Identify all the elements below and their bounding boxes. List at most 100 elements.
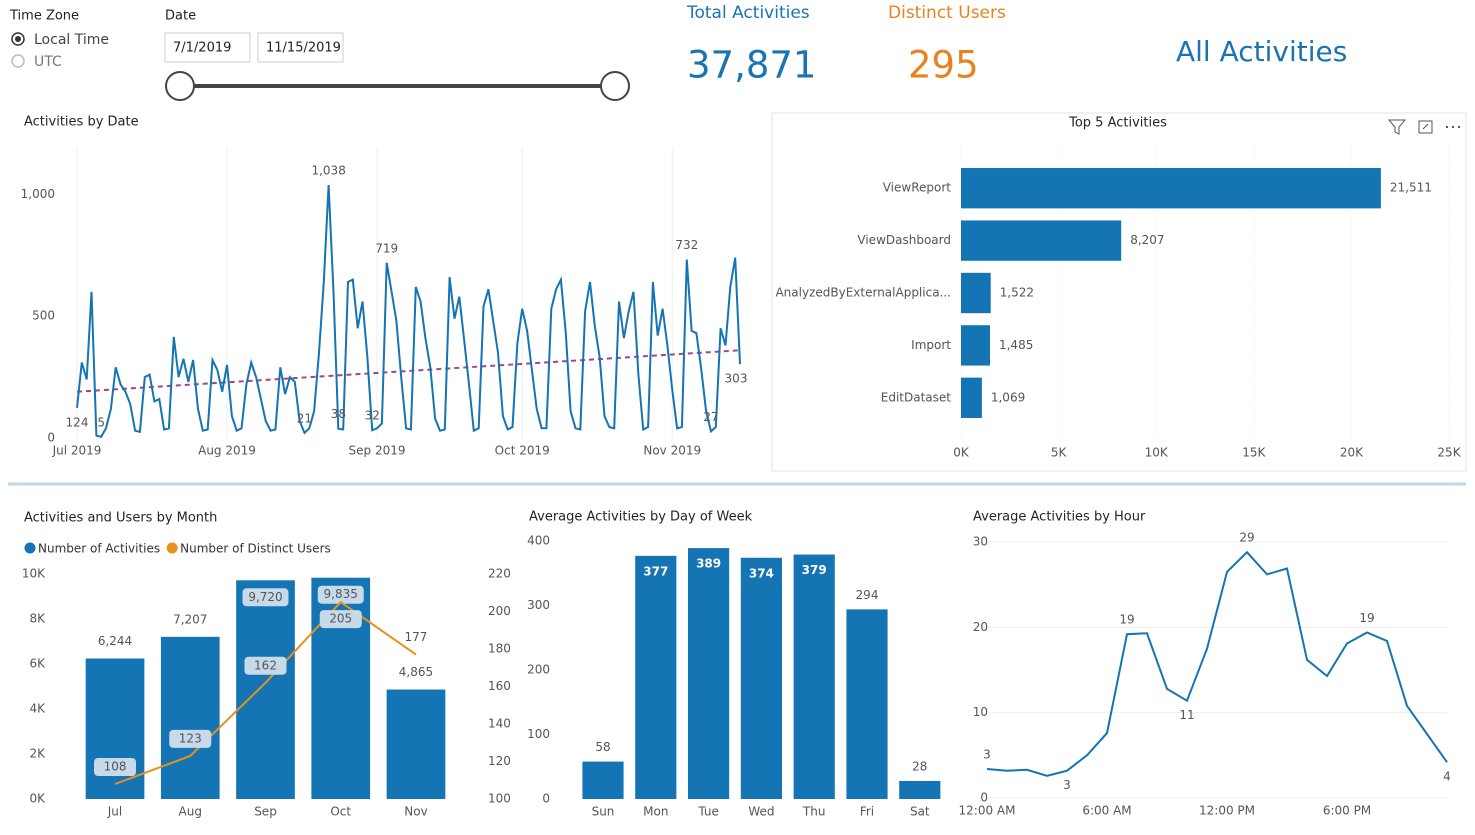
data-label: 1,522 bbox=[1000, 286, 1034, 300]
x-tick-label: Aug bbox=[179, 805, 202, 819]
data-label: 21,511 bbox=[1390, 181, 1432, 195]
data-label: 4 bbox=[1443, 770, 1451, 784]
date-label: Date bbox=[165, 9, 196, 24]
x-tick-label: 25K bbox=[1437, 446, 1461, 460]
card-value: 295 bbox=[908, 44, 979, 87]
bar bbox=[961, 220, 1122, 261]
bar bbox=[740, 557, 782, 799]
x-tick-label: Jul 2019 bbox=[52, 444, 102, 458]
data-label: 374 bbox=[749, 566, 774, 580]
bar bbox=[793, 554, 835, 799]
x-tick-label: Sat bbox=[910, 805, 930, 819]
focus-icon[interactable] bbox=[1418, 120, 1433, 134]
data-label: 1,038 bbox=[311, 164, 345, 178]
data-label: 9,835 bbox=[324, 587, 358, 601]
date-input[interactable] bbox=[164, 32, 251, 63]
bar bbox=[582, 761, 624, 799]
radio-dot bbox=[15, 36, 21, 42]
data-label: 3 bbox=[983, 747, 991, 761]
data-label: 6,244 bbox=[98, 634, 132, 648]
x-tick-label: 10K bbox=[1145, 446, 1169, 460]
chart-title: Average Activities by Hour bbox=[973, 510, 1146, 525]
data-label: 162 bbox=[254, 658, 277, 672]
slider-handle[interactable] bbox=[600, 71, 630, 101]
x-tick-label: Sep bbox=[254, 805, 277, 819]
line bbox=[76, 184, 741, 438]
x-tick-label: 5K bbox=[1051, 446, 1068, 460]
x-tick-label: 20K bbox=[1340, 446, 1364, 460]
data-label: 1,069 bbox=[991, 390, 1025, 404]
x-tick-label: Sep 2019 bbox=[349, 444, 406, 458]
label-box bbox=[242, 588, 289, 607]
x-tick-label: Nov 2019 bbox=[643, 444, 701, 458]
radio[interactable] bbox=[11, 54, 25, 68]
bar bbox=[160, 636, 220, 799]
label-box bbox=[244, 656, 287, 675]
time-zone-label: Time Zone bbox=[9, 9, 79, 24]
bar bbox=[688, 548, 730, 799]
data-label: 719 bbox=[375, 241, 398, 255]
bar bbox=[85, 658, 145, 799]
x-tick-label: Mon bbox=[643, 805, 668, 819]
x-tick-label: 12:00 PM bbox=[1199, 804, 1255, 818]
legend-marker bbox=[24, 542, 36, 554]
category-label: EditDataset bbox=[881, 390, 952, 404]
card-value: 37,871 bbox=[687, 44, 816, 87]
data-label: 9,720 bbox=[248, 590, 282, 604]
data-label: 8,207 bbox=[1130, 233, 1164, 247]
radio-label[interactable]: UTC bbox=[34, 54, 62, 70]
legend-label: Number of Distinct Users bbox=[180, 542, 331, 556]
card-label: Distinct Users bbox=[888, 3, 1006, 23]
date-input[interactable] bbox=[257, 32, 344, 63]
x-tick-label: Aug 2019 bbox=[198, 444, 256, 458]
x-tick-label: Nov bbox=[404, 805, 427, 819]
data-label: 379 bbox=[802, 563, 827, 577]
data-label: 3 bbox=[1063, 778, 1071, 792]
legend-marker bbox=[166, 542, 178, 554]
category-label: ViewDashboard bbox=[857, 233, 951, 247]
category-label: Import bbox=[911, 338, 951, 352]
y-tick-label: 100 bbox=[488, 792, 511, 806]
x-tick-label: Jul bbox=[107, 805, 122, 819]
date-start[interactable]: 7/1/2019 bbox=[173, 41, 231, 56]
x-tick-label: 6:00 PM bbox=[1323, 804, 1371, 818]
x-tick-label: 6:00 AM bbox=[1082, 804, 1131, 818]
data-label: 732 bbox=[675, 238, 698, 252]
bar bbox=[635, 555, 677, 799]
category-label: ViewReport bbox=[883, 181, 952, 195]
y-tick-label: 160 bbox=[488, 679, 511, 693]
filter-icon[interactable] bbox=[1387, 119, 1407, 135]
y-tick-label: 200 bbox=[527, 663, 550, 677]
slider-handle[interactable] bbox=[165, 71, 195, 101]
y-tick-label: 200 bbox=[488, 604, 511, 618]
label-box bbox=[319, 610, 362, 629]
x-tick-label: 15K bbox=[1242, 446, 1266, 460]
data-label: 303 bbox=[725, 372, 748, 386]
data-label: 29 bbox=[1239, 531, 1254, 545]
data-label: 19 bbox=[1119, 613, 1134, 627]
x-tick-label: Thu bbox=[802, 805, 826, 819]
line bbox=[114, 600, 417, 785]
line bbox=[986, 550, 1448, 777]
x-tick-label: Oct 2019 bbox=[495, 444, 550, 458]
bar bbox=[236, 580, 295, 799]
label-box bbox=[169, 729, 212, 748]
data-label: 11 bbox=[1179, 708, 1194, 722]
x-tick-label: Oct bbox=[330, 805, 351, 819]
data-label: 389 bbox=[696, 557, 721, 571]
data-label: 205 bbox=[329, 612, 352, 626]
data-label: 5 bbox=[97, 415, 105, 429]
label-box bbox=[317, 585, 364, 604]
data-label: 1,485 bbox=[999, 338, 1033, 352]
y-tick-label: 20 bbox=[973, 620, 988, 634]
card-label: Total Activities bbox=[686, 3, 810, 23]
y-tick-label: 6K bbox=[29, 657, 46, 671]
legend-label: Number of Activities bbox=[38, 542, 160, 556]
date-end[interactable]: 11/15/2019 bbox=[266, 41, 341, 56]
bar bbox=[846, 609, 888, 799]
radio-label[interactable]: Local Time bbox=[34, 32, 109, 48]
y-tick-label: 500 bbox=[32, 309, 55, 323]
y-tick-label: 300 bbox=[527, 598, 550, 612]
